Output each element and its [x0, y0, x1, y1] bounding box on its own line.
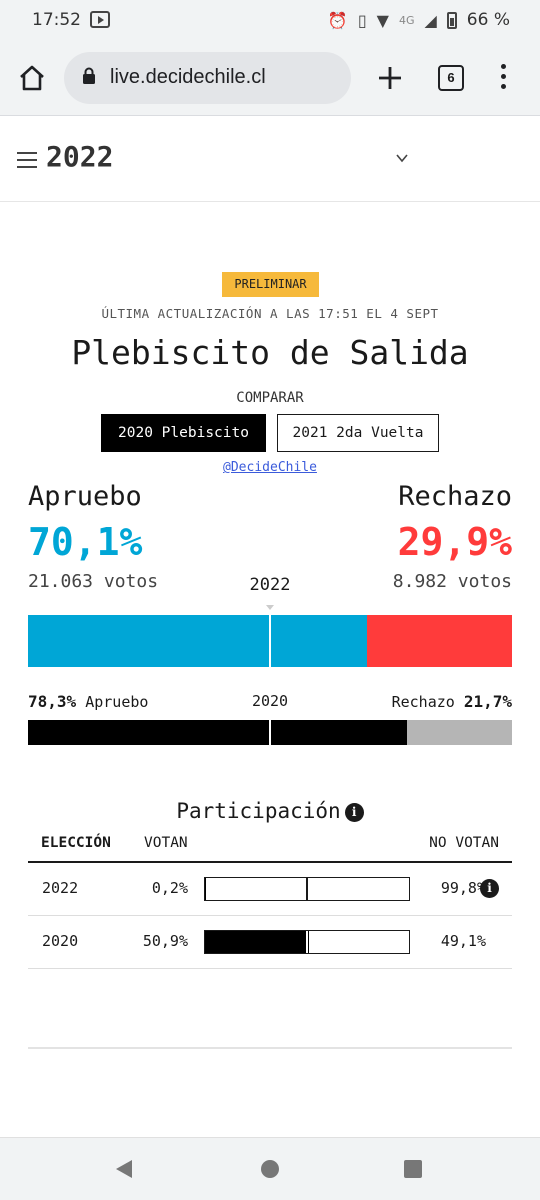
prev-approve-label: Apruebo	[85, 693, 149, 711]
participation-midline	[306, 931, 308, 953]
majority-marker	[269, 615, 271, 667]
last-updated: ÚLTIMA ACTUALIZACIÓN A LAS 17:51 EL 4 SE…	[101, 306, 439, 321]
header-election: ELECCIÓN	[41, 835, 111, 851]
row-vote: 0,2%	[151, 879, 188, 897]
prev-year-label: 2020	[251, 692, 289, 710]
vibrate-icon: ▯	[357, 10, 367, 30]
approve-label: Apruebo	[28, 481, 142, 512]
approve-bar-fill	[28, 615, 368, 667]
participation-title-text: Participación	[176, 799, 341, 823]
reject-votes: 8.982 votos	[392, 571, 512, 592]
wifi-icon: ▼	[376, 10, 389, 30]
info-icon[interactable]: i	[480, 879, 499, 898]
participation-midline	[306, 878, 308, 900]
approve-percentage: 70,1%	[28, 520, 143, 564]
row-year: 2022	[42, 879, 79, 897]
system-nav-bar	[0, 1137, 540, 1200]
battery-level: 66 %	[466, 10, 510, 30]
youtube-notification-icon	[90, 11, 110, 28]
row-no-vote: 49,1%	[440, 932, 486, 950]
home-button-icon[interactable]	[261, 1160, 279, 1178]
current-year-label: 2022	[249, 575, 291, 595]
caret-down-icon	[266, 605, 274, 610]
status-badge: PRELIMINAR	[222, 272, 319, 297]
reject-percentage: 29,9%	[397, 520, 512, 564]
participation-table-header: ELECCIÓN VOTAN NO VOTAN	[28, 833, 512, 863]
reject-label: Rechazo	[398, 481, 512, 512]
participation-title: Participación i	[0, 799, 540, 823]
prev-reject: Rechazo 21,7%	[392, 692, 512, 711]
participation-bar	[204, 930, 410, 954]
network-label: 4G	[398, 13, 415, 27]
back-icon[interactable]	[116, 1160, 132, 1178]
signal-icon: ◢	[424, 10, 437, 30]
lock-icon	[83, 67, 95, 84]
page-title: Plebiscito de Salida	[71, 333, 469, 372]
prev-approve-bar-fill	[28, 720, 407, 745]
menu-icon[interactable]	[500, 64, 506, 92]
approve-votes: 21.063 votos	[28, 571, 159, 592]
table-row: 2022 0,2% 99,8% i	[28, 863, 512, 916]
compare-label: COMPARAR	[236, 390, 304, 406]
battery-icon	[446, 11, 457, 29]
info-icon[interactable]: i	[344, 803, 364, 822]
row-no-vote: 99,8%	[440, 879, 486, 897]
year-selector[interactable]: 2022	[0, 118, 540, 202]
previous-result-labels: 78,3% Apruebo 2020 Rechazo 21,7%	[28, 690, 512, 716]
recent-apps-icon[interactable]	[404, 1160, 422, 1178]
url-text: live.decidechile.cl	[110, 66, 266, 88]
plus-icon[interactable]	[376, 64, 404, 92]
hamburger-icon[interactable]	[17, 152, 37, 168]
status-bar: 17:52 ⏰ ▯ ▼ 4G ◢ 66 %	[0, 0, 540, 40]
row-vote: 50,9%	[142, 932, 188, 950]
prev-reject-label: Rechazo	[391, 693, 455, 711]
compare-2021-button[interactable]: 2021 2da Vuelta	[277, 414, 439, 452]
home-icon[interactable]	[18, 64, 46, 92]
browser-toolbar: live.decidechile.cl 6	[0, 40, 540, 116]
status-icons: ⏰ ▯ ▼ 4G ◢ 66 %	[328, 10, 510, 30]
status-time: 17:52	[32, 10, 81, 30]
header-vote: VOTAN	[144, 835, 188, 851]
prev-approve: 78,3% Apruebo	[28, 692, 148, 711]
compare-2020-button[interactable]: 2020 Plebiscito	[101, 414, 266, 452]
alarm-icon: ⏰	[327, 10, 348, 30]
prev-approve-pct: 78,3%	[28, 692, 77, 711]
twitter-handle-link[interactable]: @DecideChile	[223, 460, 317, 475]
section-divider	[28, 1047, 512, 1049]
tabs-icon[interactable]: 6	[438, 65, 464, 91]
year-label: 2022	[46, 140, 114, 173]
participation-bar-fill	[205, 931, 309, 953]
current-result-bar	[28, 615, 512, 667]
address-bar[interactable]: live.decidechile.cl	[64, 52, 351, 104]
participation-bar	[204, 877, 410, 901]
header-no-vote: NO VOTAN	[429, 835, 499, 851]
prev-majority-marker	[269, 720, 271, 745]
previous-result-bar	[28, 720, 512, 745]
chevron-down-icon[interactable]	[395, 151, 409, 165]
table-row: 2020 50,9% 49,1%	[28, 916, 512, 969]
row-year: 2020	[42, 932, 79, 950]
prev-reject-pct: 21,7%	[463, 692, 512, 711]
